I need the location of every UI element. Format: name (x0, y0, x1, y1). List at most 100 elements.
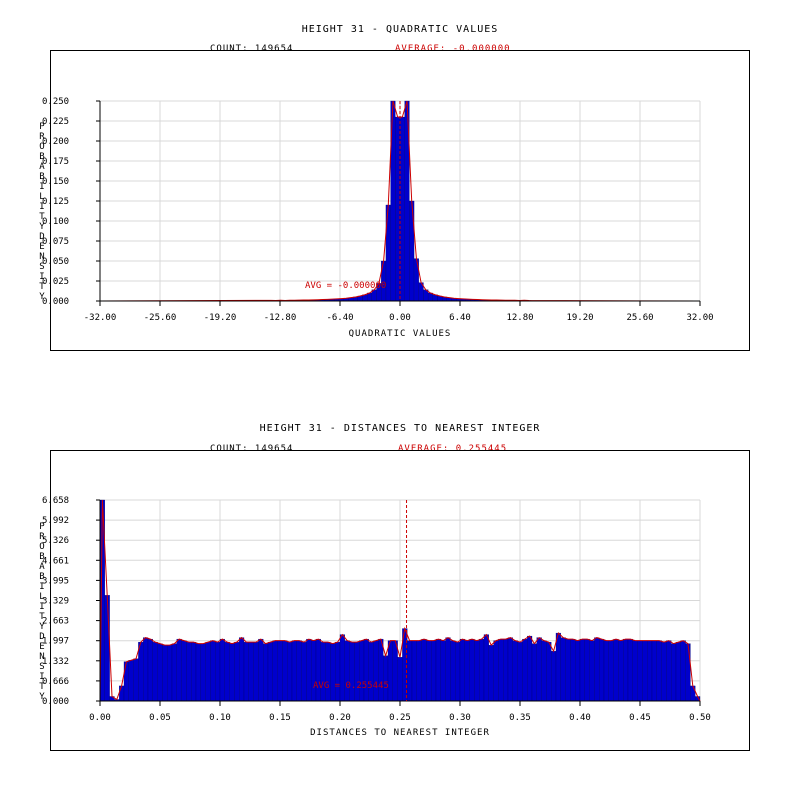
chart2-bar (632, 640, 638, 702)
chart1-x-tick-label: -19.20 (204, 313, 237, 323)
chart2-y-tick-label: 3.329 (42, 597, 69, 607)
chart2-bar (239, 637, 245, 702)
chart2-bar (229, 643, 235, 702)
chart1-y-tick-label: 0.100 (42, 217, 69, 227)
chart2-bar (469, 638, 475, 702)
chart2-bar (378, 638, 384, 702)
chart2-bar (354, 641, 360, 702)
chart2-bar (301, 641, 307, 702)
chart2-bar (133, 658, 139, 702)
chart2-x-tick-label: 0.30 (449, 713, 471, 723)
chart2-bar (306, 638, 312, 702)
chart2-bar (263, 643, 269, 702)
chart2-frame (50, 450, 750, 751)
chart1-y-tick-label: 0.150 (42, 177, 69, 187)
chart2-bar (315, 638, 321, 702)
chart1-y-tick-label: 0.200 (42, 137, 69, 147)
chart2-bar (104, 595, 110, 702)
chart2-bar (507, 637, 513, 702)
chart2-bar (512, 640, 518, 702)
chart1-x-tick-label: 12.80 (506, 313, 533, 323)
chart2-bar (215, 641, 221, 702)
chart2-x-tick-label: 0.25 (389, 713, 411, 723)
chart1-x-tick-label: -25.60 (144, 313, 177, 323)
chart2-y-tick-label: 1.997 (42, 637, 69, 647)
chart1-average: AVERAGE: -0.000000 (395, 44, 511, 54)
chart2-bar (291, 640, 297, 702)
chart2-bar (503, 638, 509, 702)
chart1-count: COUNT: 149654 (210, 44, 294, 54)
chart2-bar (234, 641, 240, 702)
chart2-bar (363, 638, 369, 702)
chart2-title: HEIGHT 31 - DISTANCES TO NEAREST INTEGER (259, 423, 541, 434)
chart2-bar (536, 637, 542, 702)
chart2-bar (426, 640, 432, 702)
chart2-bar (191, 641, 197, 702)
chart2-bar (690, 685, 696, 702)
chart2-y-tick-label: 1.332 (42, 657, 69, 667)
chart2-bar (392, 640, 398, 702)
chart1-x-tick-label: 6.40 (449, 313, 471, 323)
chart2-y-tick-label: 4.661 (42, 556, 69, 566)
chart2-bar (344, 640, 350, 702)
chart2-bar (445, 637, 451, 702)
chart2-bar (349, 641, 355, 702)
chart1-y-tick-label: 0.000 (42, 297, 69, 307)
chart2-y-tick-label: 0.000 (42, 697, 69, 707)
chart2-count: COUNT: 149654 (210, 444, 294, 454)
chart1-x-tick-label: -12.80 (264, 313, 297, 323)
chart2-bar (474, 640, 480, 702)
chart2-average: AVERAGE: 0.255445 (398, 444, 508, 454)
chart1-y-tick-label: 0.075 (42, 237, 69, 247)
chart2-bar (181, 640, 187, 702)
chart2-bar (455, 641, 461, 702)
chart2-x-tick-label: 0.00 (89, 713, 111, 723)
chart2-bar (195, 643, 201, 702)
chart2-bar (647, 640, 653, 702)
chart2-avg-annotation: AVG = 0.255445 (313, 681, 389, 691)
chart2-x-tick-label: 0.15 (269, 713, 291, 723)
chart2-y-tick-label: 0.666 (42, 677, 69, 687)
chart2-bar (421, 638, 427, 702)
chart2-bar (397, 657, 403, 702)
chart1-y-tick-label: 0.225 (42, 117, 69, 127)
chart2-bar (608, 640, 614, 702)
chart2-bar (440, 640, 446, 702)
chart2-bar (613, 638, 619, 702)
chart1-avg-annotation: AVG = -0.000000 (305, 281, 386, 291)
chart2-bar (603, 640, 609, 702)
chart2-bar (541, 640, 547, 702)
chart1-x-tick-label: 19.20 (566, 313, 593, 323)
chart2-bar (282, 640, 288, 702)
chart2-bar (671, 643, 677, 702)
chart2-bar (483, 634, 489, 702)
chart2-bar (531, 643, 537, 702)
chart2-bar (488, 644, 494, 702)
chart2-x-tick-label: 0.20 (329, 713, 351, 723)
chart2-bar (287, 641, 293, 702)
chart2-bar (325, 641, 331, 702)
chart2-bar (560, 637, 566, 702)
chart2-bar (651, 640, 657, 702)
chart2-bar (224, 641, 230, 702)
chart2-bar (330, 643, 336, 702)
chart2-bar (147, 638, 153, 702)
chart2-bar (200, 643, 206, 702)
chart2-bar (171, 643, 177, 702)
chart2-bar (517, 641, 523, 702)
chart2-x-tick-label: 0.45 (629, 713, 651, 723)
chart2-bar (546, 641, 552, 702)
chart2-bar (618, 640, 624, 702)
chart2-bar (373, 640, 379, 702)
chart2-y-tick-label: 5.992 (42, 516, 69, 526)
chart2-bar (431, 640, 437, 702)
chart2-bar (522, 638, 528, 702)
chart2-x-tick-label: 0.40 (569, 713, 591, 723)
chart2-bar (589, 640, 595, 702)
chart2-bar (176, 638, 182, 702)
chart2-bar (661, 641, 667, 702)
chart2-bar (152, 641, 158, 702)
chart2-x-tick-label: 0.10 (209, 713, 231, 723)
chart2-bar (335, 641, 341, 702)
